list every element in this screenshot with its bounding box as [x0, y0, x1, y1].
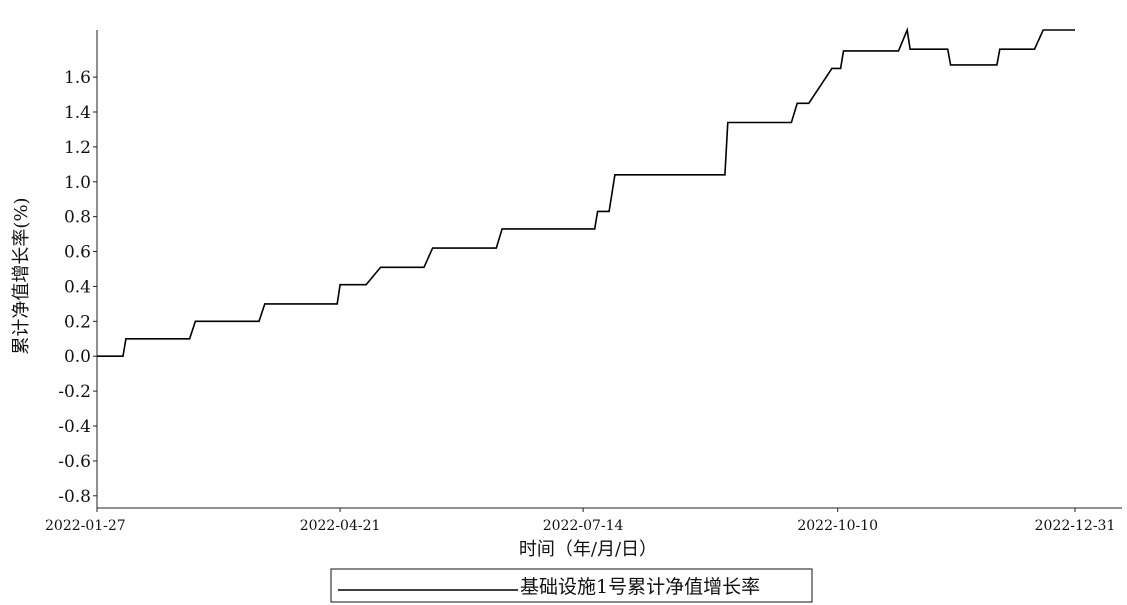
- y-tick-label: -0.2: [58, 382, 91, 402]
- y-tick-label: 0.8: [64, 208, 91, 228]
- y-tick-label: -0.8: [58, 487, 91, 507]
- y-tick-label: -0.4: [58, 417, 91, 437]
- plot-axes: [96, 30, 1122, 509]
- y-tick-label: 0.4: [64, 277, 91, 297]
- y-tick-label: 1.0: [64, 173, 91, 193]
- y-tick-label: 0.6: [64, 243, 91, 263]
- x-tick-label: 2022-07-14: [543, 518, 624, 534]
- x-tick-label: 2022-01-27: [45, 518, 126, 534]
- y-axis-title: 累计净值增长率(%): [11, 197, 32, 354]
- y-tick-label: 1.4: [64, 103, 91, 123]
- y-tick-label: 0.2: [64, 312, 91, 332]
- x-tick-label: 2022-10-10: [797, 518, 878, 534]
- legend-series-label: 基础设施1号累计净值增长率: [520, 576, 760, 598]
- x-axis-title: 时间（年/月/日）: [519, 539, 657, 560]
- x-tick-label: 2022-12-31: [1035, 518, 1116, 534]
- series-line-0: [97, 27, 1075, 358]
- y-tick-label: 1.6: [64, 68, 91, 88]
- x-ticks: 2022-01-27 2022-04-21 2022-07-14 2022-10-10…: [45, 508, 1115, 534]
- y-ticks: 1.6 1.4 1.2 1.0 0.8 0.6 0.4 0.2 0.0 -0.2 -0.4 -0.6 -…: [58, 68, 97, 507]
- series-layer: [97, 27, 1075, 358]
- legend: 基础设施1号累计净值增长率: [330, 568, 813, 603]
- legend-box: [330, 568, 813, 603]
- x-tick-label: 2022-04-21: [300, 518, 381, 534]
- y-tick-label: 1.2: [64, 138, 91, 158]
- y-tick-label: 0.0: [64, 347, 91, 367]
- y-tick-label: -0.6: [58, 452, 91, 472]
